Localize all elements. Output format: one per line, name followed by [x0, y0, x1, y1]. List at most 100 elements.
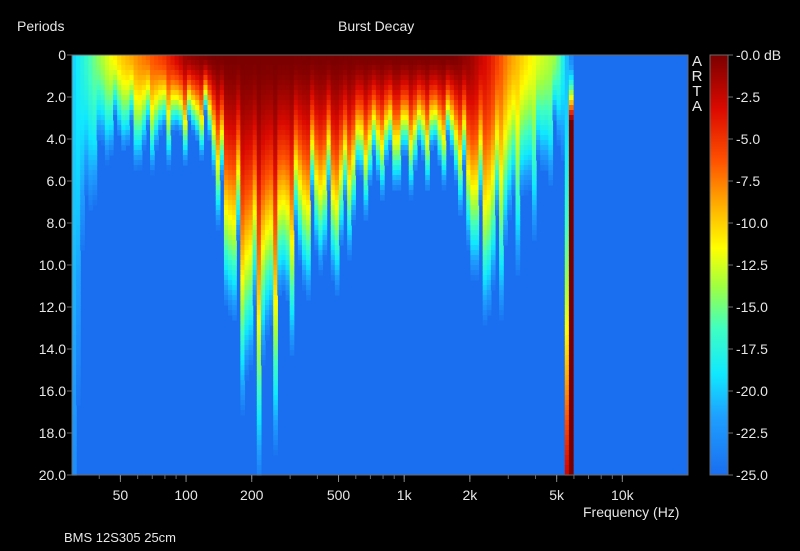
heatmap-cell [104, 115, 110, 121]
heatmap-cell [351, 100, 356, 106]
heatmap-cell [297, 100, 303, 106]
heatmap-cell [240, 235, 246, 241]
heatmap-cell [515, 120, 521, 126]
heatmap-cell [256, 455, 262, 461]
heatmap-cell [240, 380, 246, 386]
heatmap-cell [162, 90, 168, 96]
heatmap-cell [72, 300, 77, 306]
heatmap-cell [330, 110, 336, 116]
heatmap-cell [76, 360, 81, 366]
heatmap-cell [384, 110, 389, 116]
heatmap-cell [121, 55, 126, 61]
heatmap-cell [104, 70, 110, 76]
heatmap-cell [347, 195, 352, 201]
heatmap-cell [380, 150, 385, 156]
heatmap-cell [301, 250, 307, 256]
heatmap-cell [355, 155, 361, 161]
heatmap-cell [343, 120, 348, 126]
heatmap-cell [293, 220, 299, 226]
heatmap-cell [318, 65, 324, 71]
heatmap-cell [232, 165, 237, 171]
heatmap-cell [248, 335, 254, 341]
heatmap-cell [515, 200, 521, 206]
heatmap-cell [318, 145, 324, 151]
heatmap-cell [88, 190, 94, 196]
heatmap-cell [207, 110, 213, 116]
heatmap-cell [273, 155, 278, 161]
heatmap-cell [318, 270, 324, 276]
heatmap-cell [425, 165, 430, 171]
heatmap-cell [474, 265, 480, 271]
heatmap-cell [293, 105, 299, 111]
heatmap-cell [347, 190, 352, 196]
heatmap-cell [343, 55, 348, 61]
heatmap-cell [306, 195, 311, 201]
heatmap-cell [322, 230, 328, 236]
heatmap-cell [375, 170, 381, 176]
heatmap-cell [273, 95, 278, 101]
heatmap-cell [228, 310, 233, 316]
heatmap-cell [380, 115, 385, 121]
heatmap-cell [425, 110, 430, 116]
heatmap-cell [285, 190, 291, 196]
heatmap-cell [548, 160, 554, 166]
heatmap-cell [281, 275, 287, 281]
heatmap-cell [416, 95, 422, 101]
heatmap-cell [416, 85, 422, 91]
heatmap-cell [540, 160, 545, 166]
heatmap-cell [564, 390, 570, 396]
heatmap-cell [544, 95, 549, 101]
heatmap-cell [326, 55, 332, 61]
heatmap-cell [113, 115, 118, 121]
heatmap-cell [125, 115, 131, 121]
heatmap-cell [351, 95, 356, 101]
heatmap-cell [408, 100, 414, 106]
heatmap-cell [244, 115, 250, 121]
heatmap-cell [76, 220, 81, 226]
heatmap-cell [256, 235, 262, 241]
heatmap-cell [76, 395, 81, 401]
heatmap-cell [564, 90, 570, 96]
heatmap-cell [404, 105, 410, 111]
heatmap-cell [568, 165, 574, 171]
heatmap-cell [182, 130, 188, 136]
heatmap-cell [515, 190, 521, 196]
heatmap-cell [248, 95, 254, 101]
heatmap-cell [191, 70, 196, 76]
heatmap-cell [289, 170, 295, 176]
heatmap-cell [330, 220, 336, 226]
heatmap-cell [494, 70, 500, 76]
heatmap-cell [540, 60, 545, 66]
heatmap-cell [236, 230, 241, 236]
heatmap-cell [334, 190, 340, 196]
heatmap-cell [240, 145, 246, 151]
heatmap-cell [174, 110, 180, 116]
heatmap-cell [433, 80, 439, 86]
heatmap-cell [499, 90, 504, 96]
y-tick-label: 20.0 [39, 467, 66, 483]
heatmap-cell [355, 160, 361, 166]
heatmap-cell [260, 260, 266, 266]
heatmap-cell [568, 275, 574, 281]
heatmap-cell [338, 100, 344, 106]
heatmap-cell [494, 200, 500, 206]
heatmap-cell [318, 95, 324, 101]
heatmap-cell [252, 55, 258, 61]
heatmap-cell [392, 95, 398, 101]
heatmap-cell [503, 85, 508, 91]
heatmap-cell [265, 285, 270, 291]
heatmap-cell [88, 75, 94, 81]
heatmap-cell [265, 165, 270, 171]
heatmap-cell [330, 175, 336, 181]
heatmap-cell [560, 155, 566, 161]
heatmap-cell [265, 100, 270, 106]
heatmap-cell [301, 265, 307, 271]
heatmap-cell [265, 235, 270, 241]
heatmap-cell [531, 205, 537, 211]
heatmap-cell [548, 120, 554, 126]
heatmap-cell [338, 170, 344, 176]
heatmap-cell [519, 60, 525, 66]
heatmap-cell [408, 65, 414, 71]
heatmap-cell [154, 55, 159, 61]
heatmap-cell [527, 165, 533, 171]
